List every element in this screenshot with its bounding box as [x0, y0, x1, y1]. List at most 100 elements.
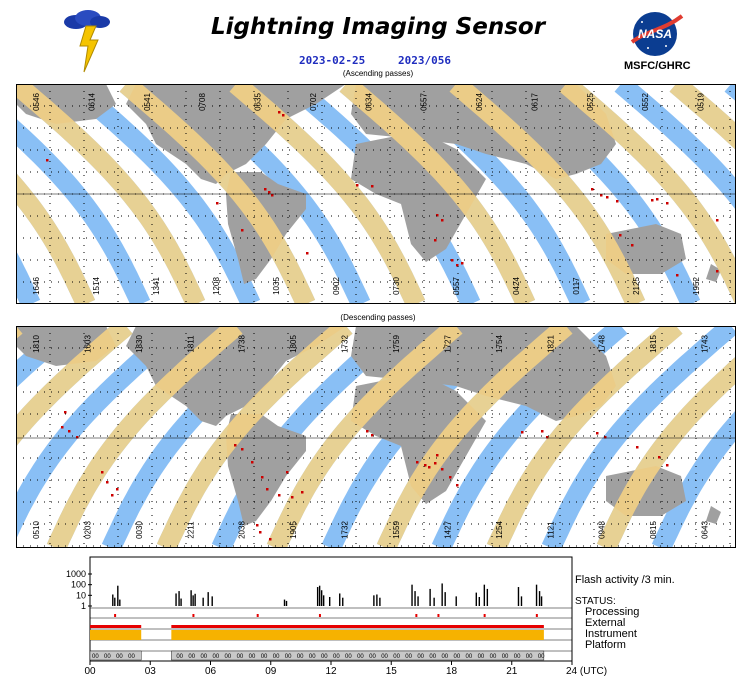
flash-bar: [339, 593, 341, 606]
descending-time-labels: 1810 1603 1830 1811 1738 1805 1732 1759 1727 1754…: [32, 335, 710, 539]
lightning-flash: [441, 468, 444, 471]
processing-marker: [415, 614, 418, 617]
flash-bar: [417, 596, 419, 606]
pass-time-label: 1559: [392, 521, 401, 539]
lightning-flash: [541, 430, 544, 433]
lightning-flash: [591, 188, 594, 191]
lightning-flash: [716, 219, 719, 222]
flash-activity-label: Flash activity /3 min.: [575, 574, 675, 586]
descending-grid: [16, 326, 736, 548]
flash-bars: [112, 583, 543, 606]
x-tick-label: 12: [325, 666, 337, 677]
platform-bar: [89, 650, 142, 661]
pass-time-label: 0948: [598, 521, 607, 539]
lightning-flash: [424, 464, 427, 467]
lightning-flash: [428, 466, 431, 469]
lightning-flash: [436, 454, 439, 457]
pass-time-label: 0557: [452, 277, 461, 295]
platform-tick-text: 00: [502, 654, 509, 660]
platform-bar: [171, 650, 545, 661]
page-title: Lightning Imaging Sensor: [210, 14, 546, 40]
pass-time-label: 2211: [186, 521, 195, 539]
lightning-flash: [619, 234, 622, 237]
pass-time-label: 0525: [586, 93, 595, 111]
flash-bar: [373, 595, 375, 606]
flash-bar: [379, 597, 381, 606]
platform-tick-text: 00: [429, 654, 436, 660]
lightning-flash: [68, 430, 71, 433]
pass-time-label: 1646: [32, 277, 41, 295]
flash-bar: [455, 596, 457, 606]
lightning-flash: [261, 476, 264, 479]
processing-marker: [256, 614, 259, 617]
flash-bar: [211, 596, 213, 606]
platform-tick-text: 00: [225, 654, 232, 660]
pass-time-label: 1821: [546, 335, 555, 353]
platform-tick-text: 00: [309, 654, 316, 660]
pass-time-label: 1603: [83, 335, 92, 353]
platform-tick-text: 00: [321, 654, 328, 660]
pass-time-label: 1805: [289, 335, 298, 353]
flash-bar: [478, 596, 481, 606]
lightning-flash: [616, 200, 619, 203]
lightning-flash: [46, 159, 49, 162]
timeline-frame: [89, 556, 573, 662]
platform-tick-text: 00: [538, 654, 545, 660]
processing-marker: [437, 614, 440, 617]
platform-tick-text: 00: [188, 654, 195, 660]
coverage-swath: [669, 84, 736, 151]
flash-bar: [328, 596, 331, 606]
platform-tick-text: 00: [273, 654, 280, 660]
lightning-flash: [456, 484, 459, 487]
processing-marker: [483, 614, 486, 617]
platform-tick-text: 00: [128, 654, 135, 660]
lightning-flash: [521, 431, 524, 434]
flash-bar: [429, 588, 431, 606]
descending-map: 1810 1603 1830 1811 1738 1805 1732 1759 1727 1754…: [16, 326, 736, 548]
platform-tick-text: 00: [514, 654, 521, 660]
pass-time-label: 0708: [198, 93, 207, 111]
lightning-flash: [656, 198, 659, 201]
lightning-flash: [371, 434, 374, 437]
flash-bar: [486, 588, 489, 606]
flash-bar: [538, 591, 541, 606]
coverage-swath: [486, 326, 683, 548]
pass-time-label: 1035: [272, 277, 281, 295]
platform-tick-text: 00: [200, 654, 207, 660]
flash-bar: [175, 593, 177, 606]
flash-bar: [376, 594, 378, 606]
lightning-flash: [456, 264, 459, 267]
lightning-flash: [286, 471, 289, 474]
lightning-flash: [434, 462, 437, 465]
lightning-flash: [216, 202, 219, 205]
pass-time-label: 0117: [572, 277, 581, 295]
platform-tick-text: 00: [405, 654, 412, 660]
platform-tick-text: 00: [454, 654, 461, 660]
pass-time-label: 1830: [135, 335, 144, 353]
pass-time-label: 0552: [641, 93, 650, 111]
lightning-flash: [278, 494, 281, 497]
orbit-swath: [16, 326, 188, 540]
flash-bar: [318, 585, 321, 606]
pass-time-label: 0635: [254, 93, 263, 111]
lightning-flash: [234, 444, 237, 447]
ascending-lightning: [46, 111, 719, 277]
ascending-map: 0546 0614 0541 0708 0635 0702 0634 0557 0624 0617…: [16, 84, 736, 304]
orbit-swath: [651, 410, 736, 548]
x-tick-label: 09: [265, 666, 277, 677]
pass-time-label: 1815: [649, 335, 658, 353]
x-tick-label: 03: [145, 666, 157, 677]
flash-bar: [112, 594, 114, 606]
platform-tick-text: 00: [526, 654, 533, 660]
pass-time-label: 1743: [701, 335, 710, 353]
pass-time-label: 1905: [289, 521, 298, 539]
lightning-flash: [306, 252, 309, 255]
descending-lightning: [61, 411, 669, 541]
pass-time-label: 0030: [135, 521, 144, 539]
flash-bar: [444, 592, 446, 606]
platform-tick-text: 00: [345, 654, 352, 660]
lightning-flash: [461, 262, 464, 265]
flash-bar: [342, 597, 344, 606]
status-external: External: [585, 617, 625, 629]
platform-tick-text: 00: [116, 654, 123, 660]
